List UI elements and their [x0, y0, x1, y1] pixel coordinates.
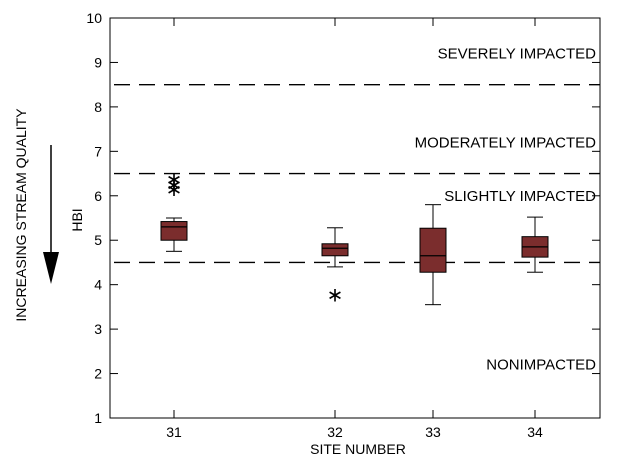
stream-quality-label: INCREASING STREAM QUALITY [13, 108, 29, 322]
box [321, 243, 349, 257]
box-site-31: ∗∗∗ [160, 169, 188, 252]
zone-label: NONIMPACTED [486, 357, 596, 374]
zone-labels: SEVERELY IMPACTED MODERATELY IMPACTED SLIG… [415, 46, 597, 374]
stream-quality-arrow [43, 145, 59, 284]
y-tick-label: 7 [94, 143, 102, 159]
x-axis: 31 32 33 34 [166, 18, 543, 440]
y-tick-label: 8 [94, 99, 102, 115]
y-tick-label: 3 [94, 321, 102, 337]
y-tick-label: 9 [94, 54, 102, 70]
x-tick-label: 32 [327, 424, 343, 440]
box-site-33 [419, 204, 447, 306]
box-site-32: ∗ [321, 227, 349, 307]
y-tick-label: 2 [94, 366, 102, 382]
box-site-34 [521, 216, 549, 273]
box [160, 221, 188, 241]
y-tick-label: 5 [94, 232, 102, 248]
outlier-marker: ∗ [166, 169, 183, 191]
y-axis-title: HBI [69, 208, 85, 231]
plot-border [109, 17, 601, 419]
zone-label: SEVERELY IMPACTED [438, 46, 597, 63]
y-tick-label: 6 [94, 188, 102, 204]
x-axis-title: SITE NUMBER [310, 441, 406, 457]
y-tick-label: 10 [86, 10, 102, 26]
outlier-marker: ∗ [166, 179, 183, 201]
y-tick-label: 4 [94, 277, 102, 293]
zone-label: MODERATELY IMPACTED [415, 134, 597, 151]
zone-label: SLIGHTLY IMPACTED [444, 188, 596, 205]
box-series: ∗∗∗∗ [160, 169, 549, 307]
outlier-marker: ∗ [166, 174, 183, 196]
plot-area [109, 17, 601, 419]
x-tick-label: 34 [527, 424, 543, 440]
box [419, 227, 447, 273]
y-tick-label: 1 [94, 410, 102, 426]
x-tick-label: 31 [166, 424, 182, 440]
x-tick-label: 33 [425, 424, 441, 440]
outlier-marker: ∗ [327, 285, 344, 307]
y-axis: 1 2 3 4 5 6 7 8 9 10 [86, 10, 600, 426]
threshold-lines [114, 84, 600, 264]
